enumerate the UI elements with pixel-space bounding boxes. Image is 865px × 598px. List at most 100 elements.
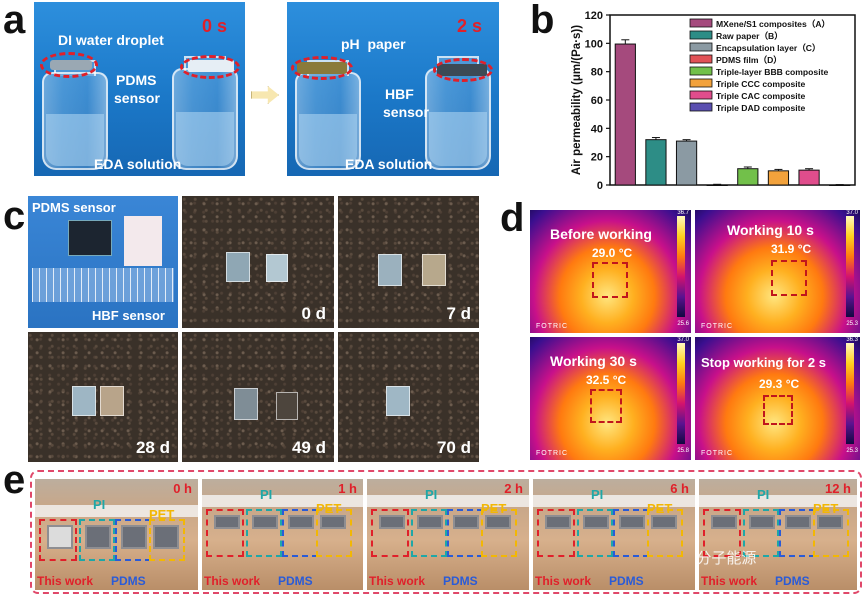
thermal-title: Working 30 s xyxy=(550,353,637,369)
panel-letter-e: e xyxy=(3,458,26,502)
photo-a-right: 2 s pH paper HBF sensor EDA solution xyxy=(287,2,499,176)
box-pet xyxy=(813,509,849,557)
box-this-work xyxy=(371,509,409,557)
legend-label: Triple DAD composite xyxy=(716,103,806,113)
label-time: 0 h xyxy=(173,481,192,496)
sensor-chip xyxy=(266,254,288,282)
soil-photo-0d: 0 d xyxy=(182,196,334,328)
scale-min: 25.8 xyxy=(677,448,689,454)
hbf-sensor-sample xyxy=(124,216,162,266)
label-hbf-sensor: HBF sensor xyxy=(92,308,165,323)
thermal-temp: 29.0 °C xyxy=(592,246,633,260)
soil-photo-7d: 7 d xyxy=(338,196,479,328)
label-pdms: PDMS xyxy=(111,574,146,588)
label-days: 0 d xyxy=(301,304,326,323)
label-pi: PI xyxy=(591,487,604,502)
sensor-patch xyxy=(379,515,405,529)
label-this-work: This work xyxy=(701,574,758,588)
box-this-work xyxy=(206,509,244,557)
photo-a-left: DI water droplet 0 s PDMS sensor EDA sol… xyxy=(34,2,245,176)
label-droplet: DI water droplet xyxy=(58,32,164,48)
label-time: 0 s xyxy=(202,16,228,36)
thermal-image-2: 37.0 25.3 FOTRIC Working 10 s 31.9 °C xyxy=(695,210,860,333)
sensor-patch xyxy=(711,515,737,529)
thermal-title: Working 10 s xyxy=(727,222,814,238)
bar xyxy=(645,139,667,186)
box-pi xyxy=(246,509,282,557)
scale-max: 37.0 xyxy=(846,210,858,216)
label-solution: EDA solution xyxy=(94,156,182,172)
pdms-sensor-sample xyxy=(68,220,112,256)
tape xyxy=(699,495,857,507)
thermal-image-3: 37.0 25.8 FOTRIC Working 30 s 32.5 °C xyxy=(530,337,691,460)
sensor-chip xyxy=(386,386,410,416)
legend-box xyxy=(687,16,853,116)
sensor-chip xyxy=(100,386,124,416)
highlight-ring xyxy=(433,58,493,82)
legend-label: MXene/S1 composites（A） xyxy=(716,19,830,29)
label-time: 2 h xyxy=(504,481,523,496)
label-pet: PET xyxy=(149,507,175,522)
y-tick-label: 0 xyxy=(597,180,603,192)
y-tick-label: 40 xyxy=(591,123,603,135)
label-pet: PET xyxy=(481,501,507,516)
fotric-logo: FOTRIC xyxy=(536,323,569,330)
highlight-ring xyxy=(291,56,353,80)
box-pdms xyxy=(779,509,815,557)
label-this-work: This work xyxy=(37,574,94,588)
sensor-patch xyxy=(320,515,346,529)
sensor-chip xyxy=(234,388,258,420)
legend-label: Raw paper（B） xyxy=(716,31,783,41)
label-time: 12 h xyxy=(824,481,851,496)
arm-photo-4: 12 h PI PET This work PDMS 公众号 · 高分子能源 xyxy=(699,479,857,590)
label-pi: PI xyxy=(757,487,770,502)
roi-box xyxy=(590,389,622,423)
bar xyxy=(675,140,698,186)
legend-swatch xyxy=(689,66,713,76)
label-pdms: PDMS xyxy=(278,574,313,588)
sensor-patch xyxy=(85,525,111,549)
scale-min: 25.3 xyxy=(846,448,858,454)
y-tick-label: 60 xyxy=(591,95,603,107)
soil-photo-28d: 28 d xyxy=(28,332,178,462)
bar xyxy=(706,184,728,186)
sensor-patch xyxy=(252,515,278,529)
color-scale xyxy=(846,343,854,444)
legend-label: Triple CCC composite xyxy=(716,79,806,89)
y-axis-label: Air permeability (μm/(Pa·s)) xyxy=(571,25,583,175)
arm-photo-3: 6 h PI PET This work PDMS xyxy=(533,479,695,590)
label-days: 49 d xyxy=(291,438,326,457)
box-pdms xyxy=(447,509,483,557)
fotric-logo: FOTRIC xyxy=(701,323,734,330)
legend-swatch xyxy=(689,54,713,64)
label-pdms-sensor: PDMS sensor xyxy=(32,200,116,215)
box-pet xyxy=(149,519,185,561)
roi-box xyxy=(763,395,793,425)
legend-swatch xyxy=(689,18,713,28)
color-scale xyxy=(677,216,685,317)
roi-box xyxy=(592,262,628,298)
legend-swatch xyxy=(689,42,713,52)
panel-letter-d: d xyxy=(500,196,525,240)
label-pi: PI xyxy=(260,487,273,502)
sensor-patch xyxy=(47,525,73,549)
color-scale xyxy=(846,216,854,317)
legend-label: Encapsulation layer（C） xyxy=(716,43,821,53)
thermal-image-1: 36.7 25.6 FOTRIC Before working 29.0 °C xyxy=(530,210,691,333)
tape xyxy=(367,495,529,507)
y-tick-label: 20 xyxy=(591,152,603,164)
scale-max: 36.7 xyxy=(677,210,689,216)
box-pi xyxy=(577,509,613,557)
sensor-patch xyxy=(453,515,479,529)
sensor-chip xyxy=(378,254,402,286)
label-pdms: PDMS xyxy=(609,574,644,588)
vial-right xyxy=(172,56,238,170)
bar xyxy=(767,170,790,186)
box-this-work xyxy=(537,509,575,557)
sensor-patch xyxy=(485,515,511,529)
sensor-chip xyxy=(226,252,250,282)
label-sensor: sensor xyxy=(114,90,160,106)
arrow-right-icon xyxy=(251,86,279,104)
thermal-title: Before working xyxy=(550,226,652,242)
sensor-patch xyxy=(153,525,179,549)
